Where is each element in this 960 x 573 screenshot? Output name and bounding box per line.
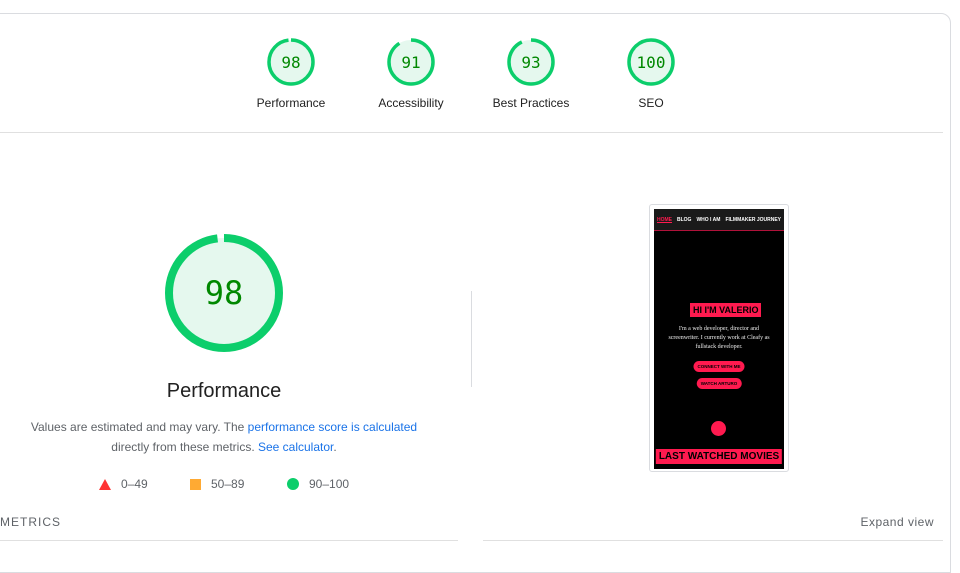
screenshot-intro: I'm a web developer, director and screen…	[668, 326, 770, 350]
divider	[0, 132, 943, 133]
legend-fail: 0–49	[99, 477, 148, 491]
performance-score-link[interactable]: performance score is calculated	[247, 420, 418, 434]
screenshot-nav: HOME BLOG WHO I AM FILMMAKER JOURNEY	[654, 209, 784, 231]
gauge-ring: 98	[267, 38, 315, 86]
performance-gauge-large: 98	[163, 232, 285, 359]
gauge-label: SEO	[638, 96, 664, 110]
gauge-ring: 93	[507, 38, 555, 86]
screenshot-connect-button: CONNECT WITH ME	[693, 361, 745, 372]
gauge-ring: 100	[627, 38, 675, 86]
gauge-score: 100	[637, 53, 666, 72]
screenshot-watch-button: WATCH ARTURO	[696, 378, 742, 389]
square-icon	[190, 478, 201, 490]
gauge-accessibility[interactable]: 91 Accessibility	[351, 37, 471, 110]
triangle-icon	[99, 478, 111, 490]
legend-pass: 90–100	[287, 477, 349, 491]
gauge-label: Best Practices	[492, 96, 570, 110]
gauge-label: Accessibility	[378, 96, 444, 110]
see-calculator-link[interactable]: See calculator	[257, 440, 334, 454]
divider	[0, 540, 458, 541]
performance-title: Performance	[166, 380, 282, 402]
legend-average: 50–89	[190, 477, 244, 491]
gauge-label: Performance	[256, 96, 326, 110]
gauge-score: 98	[281, 53, 300, 72]
metrics-heading: METRICS	[0, 515, 61, 529]
final-screenshot[interactable]: HOME BLOG WHO I AM FILMMAKER JOURNEY HI I'M…	[649, 204, 789, 472]
gauge-performance[interactable]: 98 Performance	[231, 37, 351, 110]
performance-description: Values are estimated and may vary. The p…	[30, 420, 418, 454]
gauge-seo[interactable]: 100 SEO	[591, 37, 711, 110]
screenshot-section-title: LAST WATCHED MOVIES	[655, 449, 783, 464]
screenshot-scroll-button	[711, 421, 726, 436]
expand-view-toggle[interactable]: Expand view	[860, 515, 934, 529]
circle-icon	[287, 478, 299, 490]
screenshot-heading: HI I'M VALERIO	[690, 303, 762, 317]
performance-score-large: 98	[205, 274, 244, 312]
vertical-divider	[471, 291, 472, 387]
gauge-best-practices[interactable]: 93 Best Practices	[471, 37, 591, 110]
gauge-score: 93	[521, 53, 540, 72]
divider	[483, 540, 943, 541]
gauge-ring: 91	[387, 38, 435, 86]
gauge-score: 91	[401, 53, 420, 72]
